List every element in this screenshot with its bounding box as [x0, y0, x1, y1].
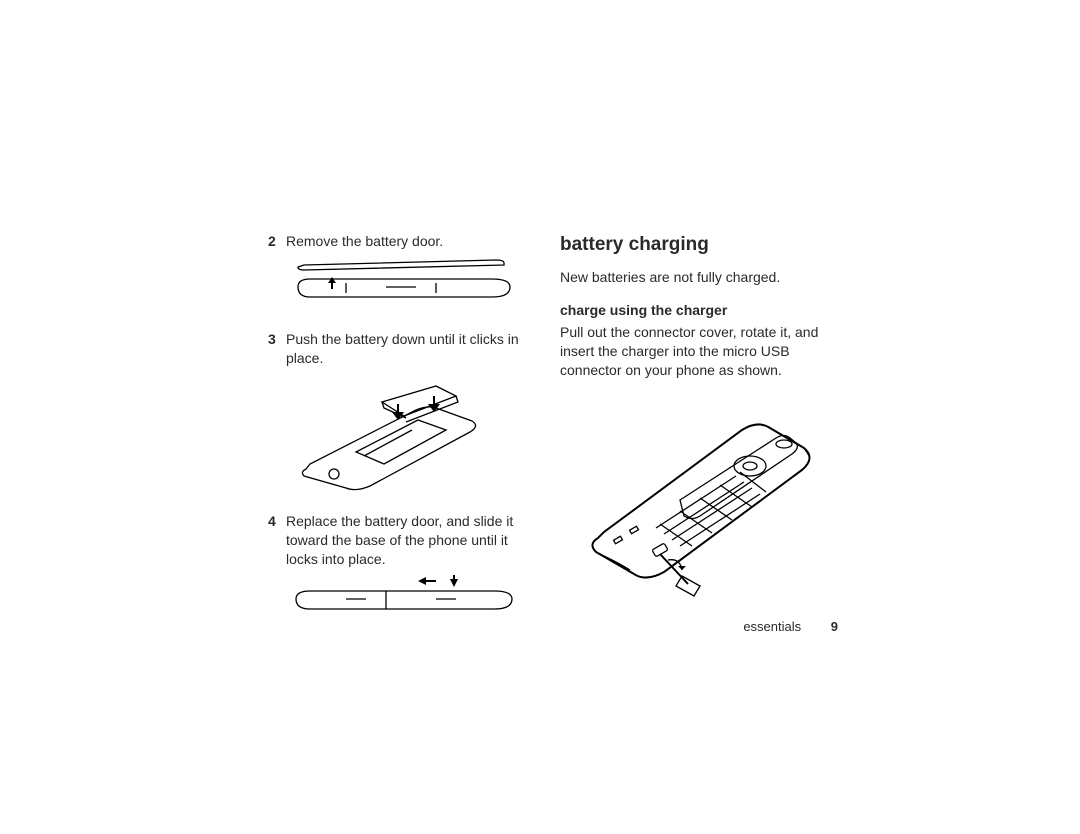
footer-label: essentials — [743, 619, 801, 634]
page-footer: essentials 9 — [743, 618, 838, 636]
subsection-heading: charge using the charger — [560, 301, 840, 320]
illus-replace-door — [286, 575, 528, 620]
step-2: 2 Remove the battery door. — [268, 232, 528, 251]
right-column: battery charging New batteries are not f… — [560, 232, 840, 617]
body-text: Pull out the connector cover, rotate it,… — [560, 323, 840, 380]
illus-charger — [560, 388, 840, 603]
step-number: 2 — [268, 232, 286, 251]
illus-remove-door — [286, 257, 528, 316]
section-heading: battery charging — [560, 232, 840, 258]
illus-insert-battery — [286, 374, 528, 499]
step-3: 3 Push the battery down until it clicks … — [268, 330, 528, 368]
step-text: Remove the battery door. — [286, 232, 528, 251]
footer-page: 9 — [831, 619, 838, 634]
step-text: Push the battery down until it clicks in… — [286, 330, 528, 368]
step-number: 3 — [268, 330, 286, 368]
step-number: 4 — [268, 512, 286, 569]
left-column: 2 Remove the battery door. 3 Push the ba… — [268, 232, 528, 634]
step-text: Replace the battery door, and slide it t… — [286, 512, 528, 569]
step-4: 4 Replace the battery door, and slide it… — [268, 512, 528, 569]
intro-text: New batteries are not fully charged. — [560, 268, 840, 287]
